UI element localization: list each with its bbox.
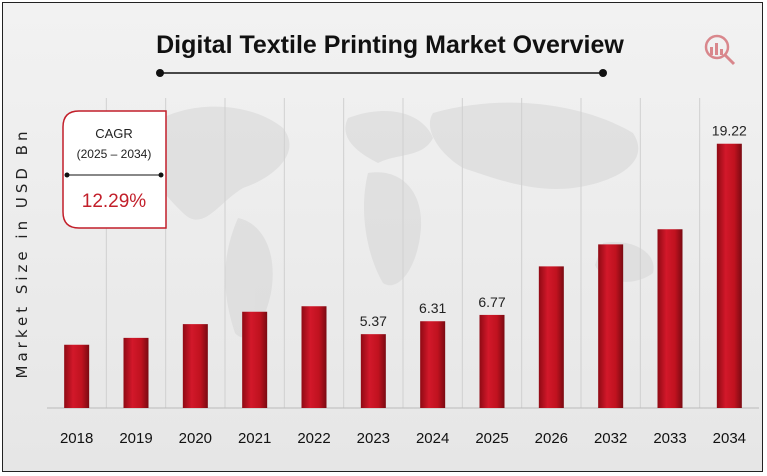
x-tick-2018: 2018 [60, 430, 93, 447]
column-separators [105, 98, 701, 408]
bar-2024 [420, 321, 446, 408]
bar-2018 [64, 344, 90, 408]
bar-2020 [182, 324, 208, 408]
data-label-2024: 6.31 [419, 300, 446, 316]
chart-svg: Digital Textile Printing Market Overview… [13, 31, 759, 447]
x-tick-2032: 2032 [594, 430, 627, 447]
x-tick-2025: 2025 [475, 430, 508, 447]
bar-2022 [301, 306, 327, 408]
bar-2033 [657, 229, 683, 408]
x-tick-2020: 2020 [179, 430, 212, 447]
bar-2019 [123, 337, 149, 408]
world-map-background [146, 102, 654, 338]
cagr-title: CAGR [95, 126, 133, 141]
x-tick-2026: 2026 [535, 430, 568, 447]
bar-2034 [716, 143, 742, 408]
chart-frame: Digital Textile Printing Market Overview… [2, 2, 763, 472]
x-tick-2033: 2033 [653, 430, 686, 447]
x-tick-2024: 2024 [416, 430, 449, 447]
bars-group [64, 143, 742, 408]
bar-2021 [242, 311, 268, 408]
cagr-range: (2025 – 2034) [77, 147, 152, 161]
chart-title: Digital Textile Printing Market Overview [156, 31, 624, 59]
bar-2032 [598, 244, 624, 408]
bar-2023 [360, 334, 386, 408]
data-label-2034: 19.22 [712, 123, 747, 139]
y-axis-label: Market Size in USD Bn [13, 128, 31, 379]
data-label-2025: 6.77 [478, 294, 505, 310]
cagr-callout: CAGR (2025 – 2034) 12.29% [62, 110, 167, 229]
bar-2026 [538, 266, 564, 408]
x-tick-2021: 2021 [238, 430, 271, 447]
chart-magnifier-logo-icon [704, 34, 736, 66]
cagr-divider [64, 172, 164, 178]
bar-2025 [479, 314, 505, 408]
data-label-2023: 5.37 [360, 313, 387, 329]
title-underline [156, 69, 607, 77]
x-tick-2019: 2019 [119, 430, 152, 447]
x-tick-2022: 2022 [297, 430, 330, 447]
x-tick-2023: 2023 [357, 430, 390, 447]
cagr-value: 12.29% [82, 191, 147, 212]
data-labels-group: 5.37 6.31 6.77 19.22 [360, 123, 747, 329]
x-tick-2034: 2034 [713, 430, 746, 447]
x-ticks-group: 2018 2019 2020 2021 2022 2023 2024 2025 2026 2032… [60, 430, 746, 447]
